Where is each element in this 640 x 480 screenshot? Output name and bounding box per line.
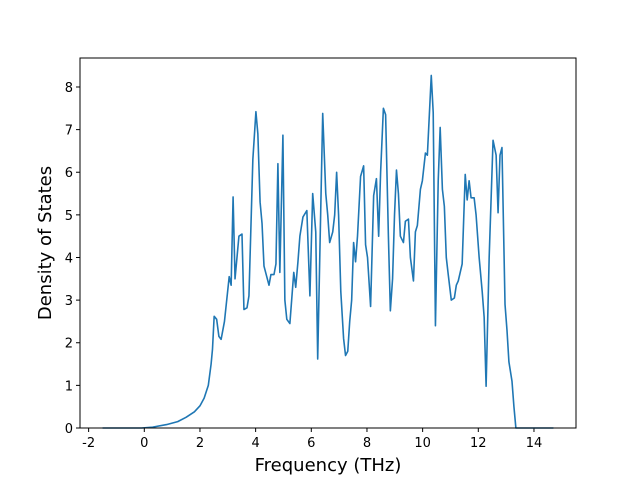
x-tick-label: -2 [82,436,95,451]
x-tick-label: 14 [526,436,543,451]
y-tick-label: 8 [65,81,73,96]
y-tick-label: 4 [65,251,73,266]
x-axis-label: Frequency (THz) [255,455,402,476]
y-tick-label: 6 [65,166,73,181]
x-tick-label: 6 [307,436,315,451]
y-tick-label: 3 [65,294,73,309]
y-axis-label: Density of States [35,166,56,320]
y-tick-label: 2 [65,337,73,352]
y-tick-label: 7 [65,124,73,139]
x-tick-label: 8 [363,436,371,451]
data-line [102,74,554,429]
x-tick-label: 0 [140,436,148,451]
x-tick-label: 12 [470,436,487,451]
plot-frame [79,57,577,429]
x-tick-label: 4 [251,436,259,451]
x-tick-label: 2 [196,436,204,451]
y-tick-label: 5 [65,209,73,224]
y-tick-label: 0 [65,422,73,437]
y-tick-label: 1 [65,379,73,394]
x-tick-label: 10 [414,436,431,451]
